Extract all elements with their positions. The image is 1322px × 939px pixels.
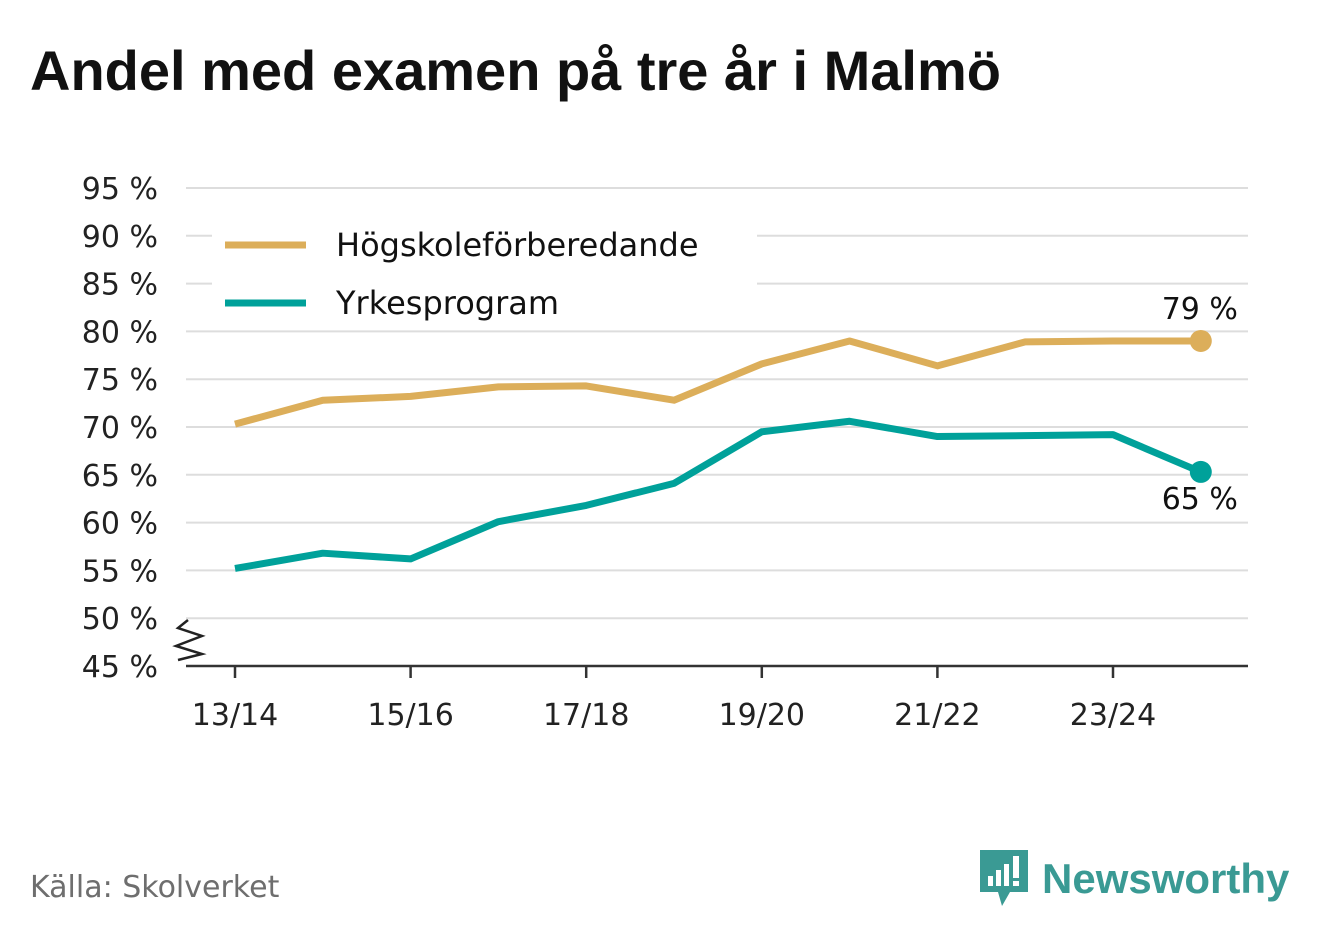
legend-background: [212, 212, 757, 330]
brand-name: Newsworthy: [1042, 855, 1290, 902]
y-tick-label: 80 %: [82, 315, 158, 350]
y-tick-label: 90 %: [82, 220, 158, 255]
series-line: [234, 417, 1203, 572]
y-tick-label: 75 %: [82, 363, 158, 398]
newsworthy-logo-icon: [980, 850, 1028, 906]
end-value-label: 79 %: [1162, 292, 1238, 327]
axis-break-icon: [172, 619, 207, 662]
brand: Newsworthy: [980, 850, 1289, 908]
end-value-label: 65 %: [1162, 482, 1238, 517]
x-tick-label: 17/18: [543, 698, 629, 733]
legend: Högskoleförberedande Yrkesprogram: [212, 212, 757, 330]
y-tick-label: 55 %: [82, 554, 158, 589]
x-tick-label: 19/20: [719, 698, 805, 733]
axes: 45 % 50 % 55 % 60 % 65 % 70 % 75 % 80 % 85 % 90 %…: [82, 172, 1248, 733]
series-end-point: [1189, 329, 1212, 352]
y-tick-label: 50 %: [82, 602, 158, 637]
source-note: Källa: Skolverket: [30, 870, 280, 905]
x-tick-label: 23/24: [1070, 698, 1156, 733]
x-tick-label: 21/22: [894, 698, 980, 733]
x-tick-label: 15/16: [367, 698, 453, 733]
y-tick-label: 65 %: [82, 459, 158, 494]
y-tick-label: 45 %: [82, 650, 158, 685]
x-tick-label: 13/14: [192, 698, 278, 733]
series: [234, 329, 1212, 572]
y-tick-label: 85 %: [82, 268, 158, 303]
series-end-point: [1189, 460, 1212, 483]
series-line: [234, 337, 1201, 428]
y-tick-label: 70 %: [82, 411, 158, 446]
chart-title: Andel med examen på tre år i Malmö: [30, 39, 1001, 102]
y-tick-label: 60 %: [82, 507, 158, 542]
legend-label: Högskoleförberedande: [336, 226, 699, 264]
y-tick-label: 95 %: [82, 172, 158, 207]
end-labels: 79 % 65 %: [1162, 292, 1238, 517]
legend-label: Yrkesprogram: [335, 284, 559, 322]
